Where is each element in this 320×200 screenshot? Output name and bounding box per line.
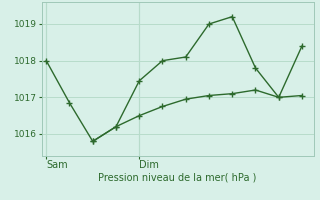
X-axis label: Pression niveau de la mer( hPa ): Pression niveau de la mer( hPa ) [99,173,257,183]
